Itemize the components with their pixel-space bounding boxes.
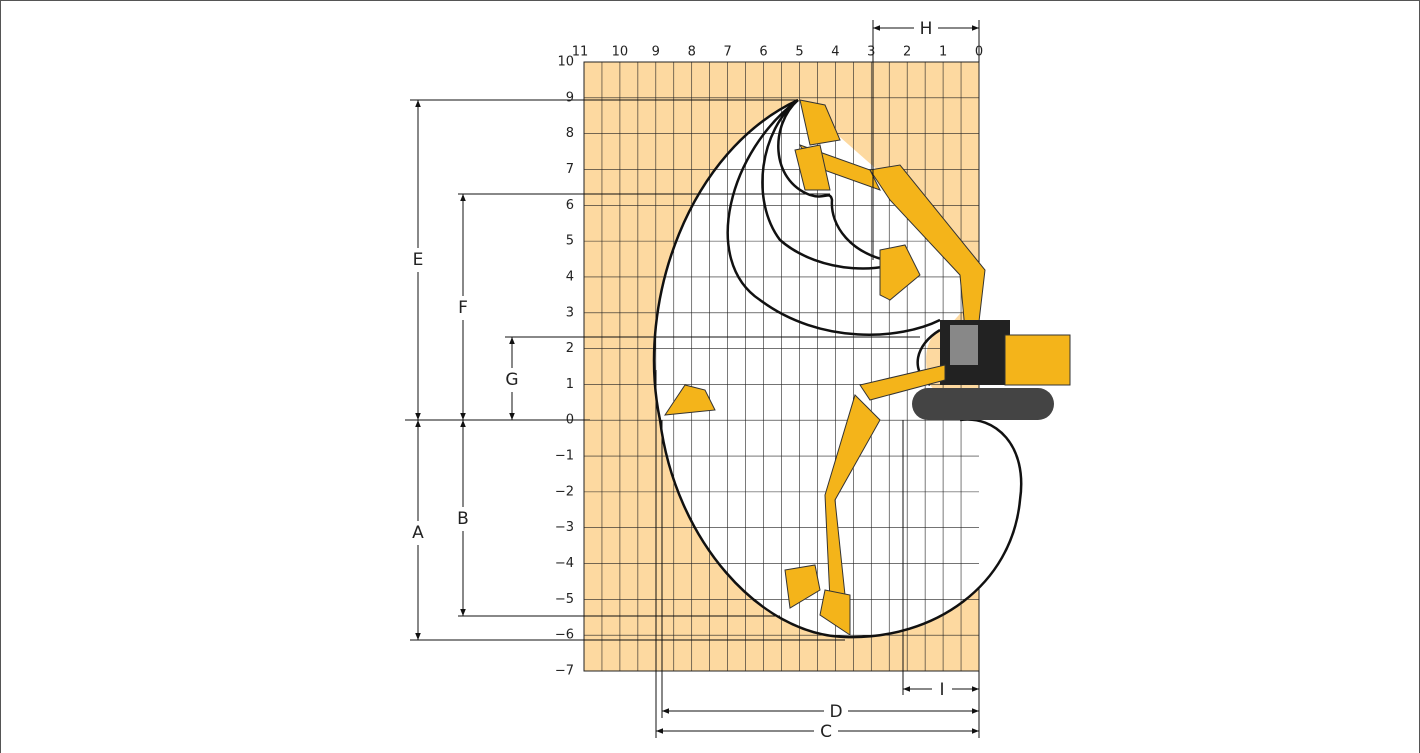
top-scale-label: 1 [939,45,947,60]
dimension-label: C [820,722,832,742]
top-scale-label: 9 [652,45,660,60]
side-scale-label: 0 [566,413,574,428]
side-scale-label: 8 [566,126,574,141]
side-scale-label: 9 [566,90,574,105]
top-scale-label: 10 [612,45,629,60]
working-range-curves [652,98,1023,639]
dimension-label: H [920,19,933,39]
side-scale-label: −6 [555,628,574,643]
top-scale-label: 4 [831,45,839,60]
side-scale-label: −3 [555,520,574,535]
dimension-label: A [412,523,424,543]
side-scale-label: 4 [566,269,574,284]
dimension-label: D [829,702,842,722]
top-scale-label: 7 [723,45,731,60]
dimension-label: E [413,250,424,270]
side-scale-label: −7 [555,664,574,679]
top-scale-label: 11 [572,45,589,60]
top-scale-label: 5 [795,45,803,60]
side-scale-label: 10 [557,55,574,70]
top-scale-label: 0 [975,45,983,60]
grid-lines [584,62,979,671]
side-scale-label: −2 [555,484,574,499]
side-scale-label: −4 [555,556,574,571]
dimension-label: F [458,298,468,318]
top-scale-label: 6 [759,45,767,60]
side-scale-label: 7 [566,162,574,177]
side-scale-label: 5 [566,234,574,249]
dimension-label: I [939,680,944,700]
top-scale-label: 2 [903,45,911,60]
side-scale-label: 6 [566,198,574,213]
side-scale-label: 2 [566,341,574,356]
dimension-label: B [457,509,469,529]
side-scale-label: 3 [566,305,574,320]
top-scale-label: 8 [688,45,696,60]
side-scale-label: −1 [555,449,574,464]
top-scale-label: 3 [867,45,875,60]
side-scale-label: −5 [555,592,574,607]
excavator [663,99,1071,636]
dimension-lines [405,20,980,738]
dimension-label: G [505,370,518,390]
side-scale-label: 1 [566,377,574,392]
